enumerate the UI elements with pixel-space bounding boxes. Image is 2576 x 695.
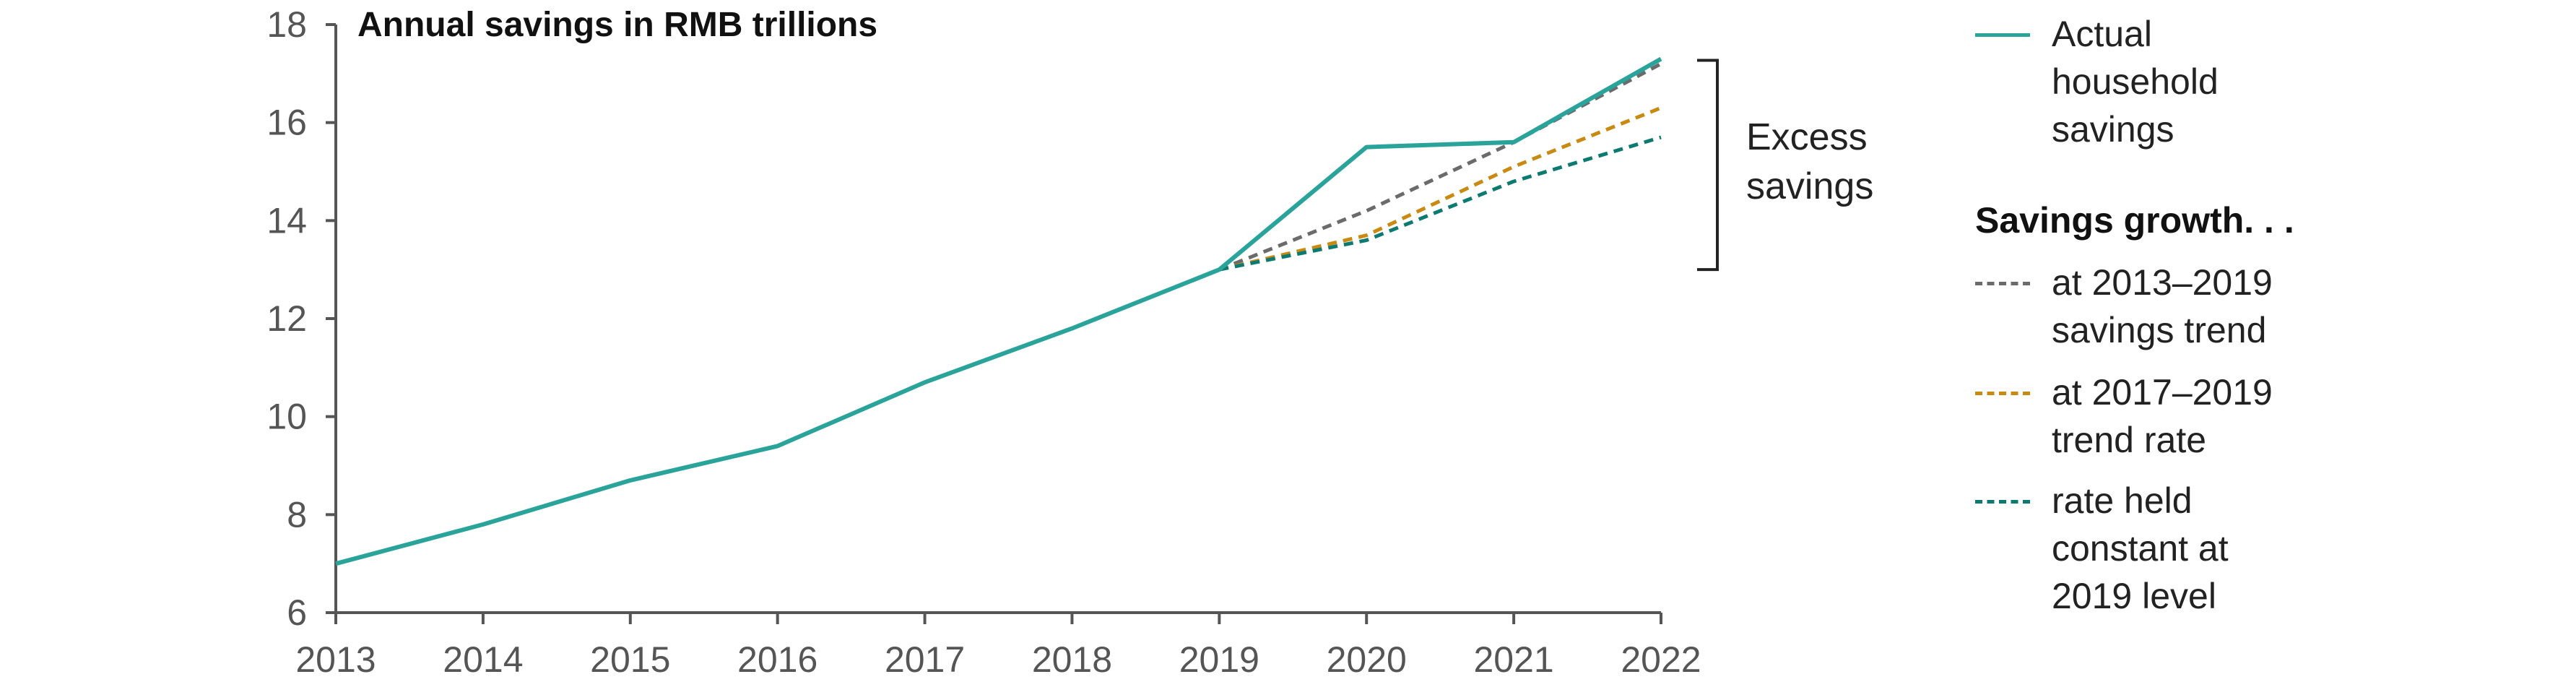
x-tick-label: 2022 [1621,639,1701,680]
legend-line: Actual [2052,14,2152,54]
y-tick-label: 10 [266,397,307,437]
chart-title: Annual savings in RMB trillions [357,6,877,44]
legend-heading: Savings growth. . . [1975,200,2294,241]
legend-item-trend-2017-2019: at 2017–2019 trend rate [1975,368,2427,464]
line-chart: Annual savings in RMB trillions 6 8 10 12 14… [266,4,1873,680]
legend-line: at 2013–2019 [2052,262,2273,303]
legend-line: trend rate [2052,420,2207,460]
legend-label-trend-2017-2019: at 2017–2019 trend rate [2052,368,2427,464]
x-tick-label: 2014 [443,639,523,680]
series-line-actual-household-savings [335,56,1662,566]
annotation-line-2: savings [1746,165,1873,207]
y-tick-label: 14 [266,200,307,241]
y-tick-label: 12 [266,298,307,339]
legend-swatch-trend-2013-2019 [1975,282,2030,285]
legend-label-trend-2013-2019: at 2013–2019 savings trend [2052,259,2427,354]
series-line-rate-held-constant-at-2019-level [1218,135,1662,272]
y-tick-label: 6 [287,592,307,633]
x-tick-label: 2019 [1179,639,1259,680]
excess-savings-bracket [1697,59,1719,272]
x-tick-label: 2013 [295,639,376,680]
legend-line: household [2052,61,2219,102]
y-tick-label: 18 [266,4,307,45]
x-tick-label: 2015 [590,639,670,680]
x-tick-label: 2017 [885,639,965,680]
legend-line: savings [2052,109,2174,150]
x-tick-label: 2020 [1327,639,1407,680]
legend-line: at 2017–2019 [2052,372,2273,413]
series-line-at-2017-2019-trend-rate [1218,105,1662,272]
legend-item-rate-constant: rate held constant at 2019 level [1975,477,2427,620]
legend-label-rate-constant: rate held constant at 2019 level [2052,477,2427,620]
legend-swatch-actual [1975,33,2030,37]
excess-savings-annotation: Excess savings [1697,59,1873,272]
y-tick-label: 8 [287,494,307,535]
legend-swatch-trend-2017-2019 [1975,392,2030,395]
legend-line: savings trend [2052,310,2267,350]
legend-line: 2019 level [2052,576,2216,616]
legend-item-trend-2013-2019: at 2013–2019 savings trend [1975,259,2427,354]
legend-swatch-rate-constant [1975,500,2030,504]
x-tick-label: 2018 [1032,639,1112,680]
legend-item-actual: Actual household savings [1975,10,2427,153]
x-tick-label: 2016 [737,639,818,680]
x-tick-label: 2021 [1473,639,1553,680]
legend-label-actual: Actual household savings [2052,10,2427,153]
axes: 6 8 10 12 14 16 18 2013 2014 2015 2016 2017 2018 2019… [266,4,1701,680]
legend-line: rate held [2052,480,2193,521]
series-group [335,56,1662,566]
y-tick-label: 16 [266,103,307,143]
annotation-line-1: Excess [1746,116,1868,158]
legend-line: constant at [2052,528,2229,569]
